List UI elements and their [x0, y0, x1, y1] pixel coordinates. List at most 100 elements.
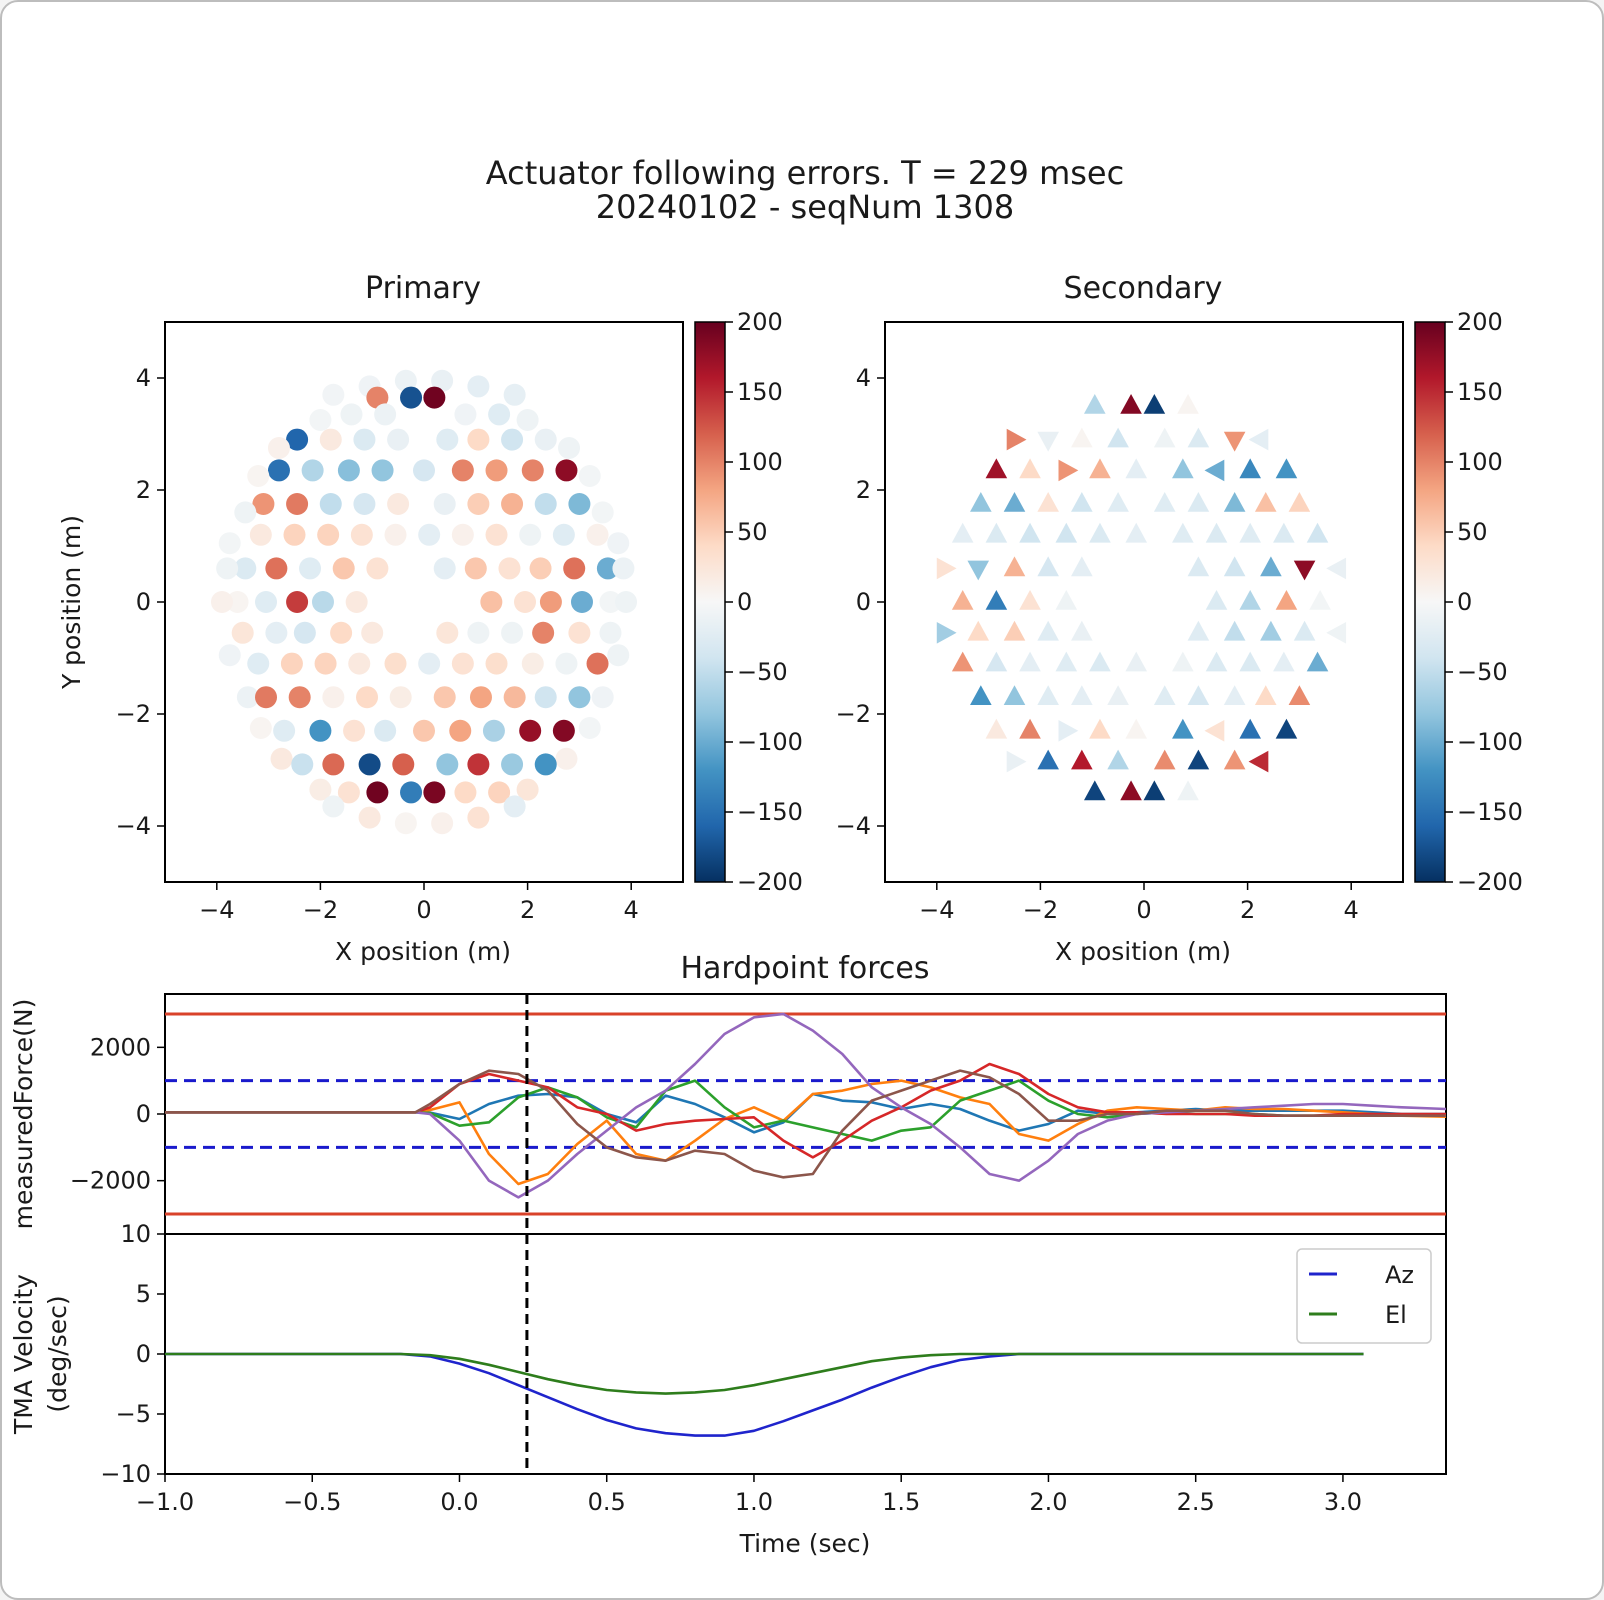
- actuator-marker-58: [586, 523, 609, 546]
- actuator-marker-36: [252, 493, 275, 515]
- actuator-marker-58: [1275, 590, 1298, 610]
- actuator-marker-15: [1089, 458, 1111, 479]
- ytick-label: −2: [116, 700, 151, 728]
- actuator-marker-142: [534, 753, 557, 776]
- xtick-label: 2.0: [1029, 1488, 1067, 1516]
- actuator-marker-117: [433, 686, 456, 709]
- colorbar-tick-label: 50: [737, 518, 768, 546]
- actuator-marker-106: [1223, 749, 1246, 770]
- actuator-marker-61: [234, 557, 257, 580]
- actuator-marker-82: [1003, 685, 1026, 705]
- actuator-marker-24: [1071, 492, 1093, 512]
- colorbar-tick-label: 100: [737, 448, 783, 476]
- xtick-label: −2: [1023, 896, 1058, 924]
- actuator-marker-120: [534, 686, 557, 709]
- actuator-marker-79: [1273, 651, 1295, 672]
- actuator-marker-3: [467, 375, 490, 398]
- colorbar-tick-label: 100: [1457, 448, 1503, 476]
- actuator-marker-12: [985, 458, 1008, 479]
- actuator-marker-13: [309, 409, 332, 431]
- actuator-marker-136: [322, 753, 345, 776]
- actuator-marker-92: [467, 621, 490, 644]
- actuator-marker-149: [454, 781, 477, 804]
- actuator-marker-88: [1223, 685, 1246, 705]
- actuator-marker-77: [1205, 651, 1228, 672]
- colorbar-tick-label: −200: [737, 868, 803, 896]
- actuator-marker-12: [488, 403, 511, 426]
- actuator-marker-110: [1143, 780, 1166, 801]
- actuator-marker-143: [309, 778, 332, 801]
- colorbar-tick-label: −200: [1457, 868, 1523, 896]
- actuator-marker-155: [394, 812, 417, 835]
- actuator-marker-64: [332, 557, 355, 580]
- actuator-marker-16: [1125, 458, 1148, 479]
- xtick-label: −4: [919, 896, 954, 924]
- actuator-marker-108: [1083, 780, 1106, 801]
- actuator-marker-103: [384, 652, 407, 675]
- velocity-xlabel: Time (sec): [739, 1529, 871, 1558]
- actuator-marker-4: [322, 383, 345, 406]
- actuator-marker-63: [299, 557, 322, 580]
- colorbar-gradient: [1414, 321, 1446, 883]
- actuator-marker-17: [353, 428, 376, 451]
- actuator-marker-88: [293, 621, 316, 644]
- secondary-colorbar: 200 150 100 50 0 −50 −100 −150 −200: [1414, 308, 1523, 896]
- actuator-marker-56: [519, 523, 542, 546]
- actuator-marker-93: [501, 621, 524, 644]
- actuator-marker-76: [286, 591, 309, 613]
- actuator-marker-72: [216, 557, 239, 580]
- actuator-marker-47: [1187, 556, 1210, 577]
- actuator-marker-67: [1260, 620, 1282, 641]
- velocity-ylabel-line1: TMA Velocity: [9, 1274, 38, 1435]
- actuator-marker-71: [985, 651, 1008, 672]
- actuator-marker-21: [970, 492, 992, 512]
- actuator-marker-85: [1107, 685, 1129, 705]
- velocity-ylabel-line2: (deg/sec): [43, 1295, 72, 1412]
- actuator-marker-25: [267, 459, 290, 482]
- actuator-marker-40: [1273, 522, 1295, 543]
- legend-label-el: El: [1385, 1301, 1407, 1329]
- actuator-marker-148: [423, 781, 446, 804]
- ytick-label: 4: [856, 364, 871, 392]
- actuator-marker-121: [568, 686, 591, 709]
- primary-colorbar: 200 150 100 50 0 −50 −100 −150 −200: [694, 308, 803, 896]
- actuator-marker-59: [1309, 590, 1331, 610]
- actuator-marker-2: [1143, 394, 1166, 414]
- actuator-marker-154: [467, 806, 490, 829]
- actuator-marker-89: [1254, 685, 1277, 705]
- actuator-marker-68: [498, 557, 521, 580]
- actuator-marker-80: [1306, 651, 1329, 672]
- actuator-marker-22: [1003, 492, 1026, 512]
- actuator-marker-20: [467, 428, 490, 451]
- actuator-marker-6: [366, 386, 389, 409]
- ytick-label: 5: [136, 1280, 151, 1308]
- actuator-marker-105: [1187, 749, 1210, 770]
- actuator-marker-19: [436, 428, 459, 451]
- actuator-marker-61: [967, 620, 990, 641]
- actuator-marker-26: [1153, 492, 1176, 512]
- actuator-marker-24: [558, 437, 581, 459]
- actuator-marker-31: [951, 522, 974, 543]
- ytick-label: −2000: [70, 1167, 151, 1195]
- actuator-marker-47: [591, 501, 614, 524]
- colorbar-tick-label: 200: [737, 308, 783, 336]
- actuator-marker-8: [1153, 427, 1176, 448]
- actuator-marker-52: [951, 590, 974, 610]
- colorbar-tick-label: 150: [737, 378, 783, 406]
- actuator-marker-37: [1172, 522, 1194, 543]
- actuator-marker-99: [1275, 718, 1298, 739]
- actuator-marker-20: [1275, 458, 1298, 479]
- actuator-marker-109: [1120, 780, 1142, 801]
- actuator-marker-73: [612, 557, 635, 580]
- actuator-marker-92: [1019, 718, 1041, 739]
- actuator-marker-45: [1037, 556, 1059, 577]
- actuator-marker-9: [340, 403, 363, 426]
- ytick-label: 2000: [90, 1033, 151, 1061]
- colorbar-tick-label: −150: [1457, 798, 1523, 826]
- actuator-marker-156: [431, 812, 454, 835]
- ytick-label: −2: [836, 700, 871, 728]
- actuator-marker-34: [247, 465, 270, 487]
- actuator-marker-134: [555, 747, 578, 770]
- series-line-0: [165, 1092, 1446, 1134]
